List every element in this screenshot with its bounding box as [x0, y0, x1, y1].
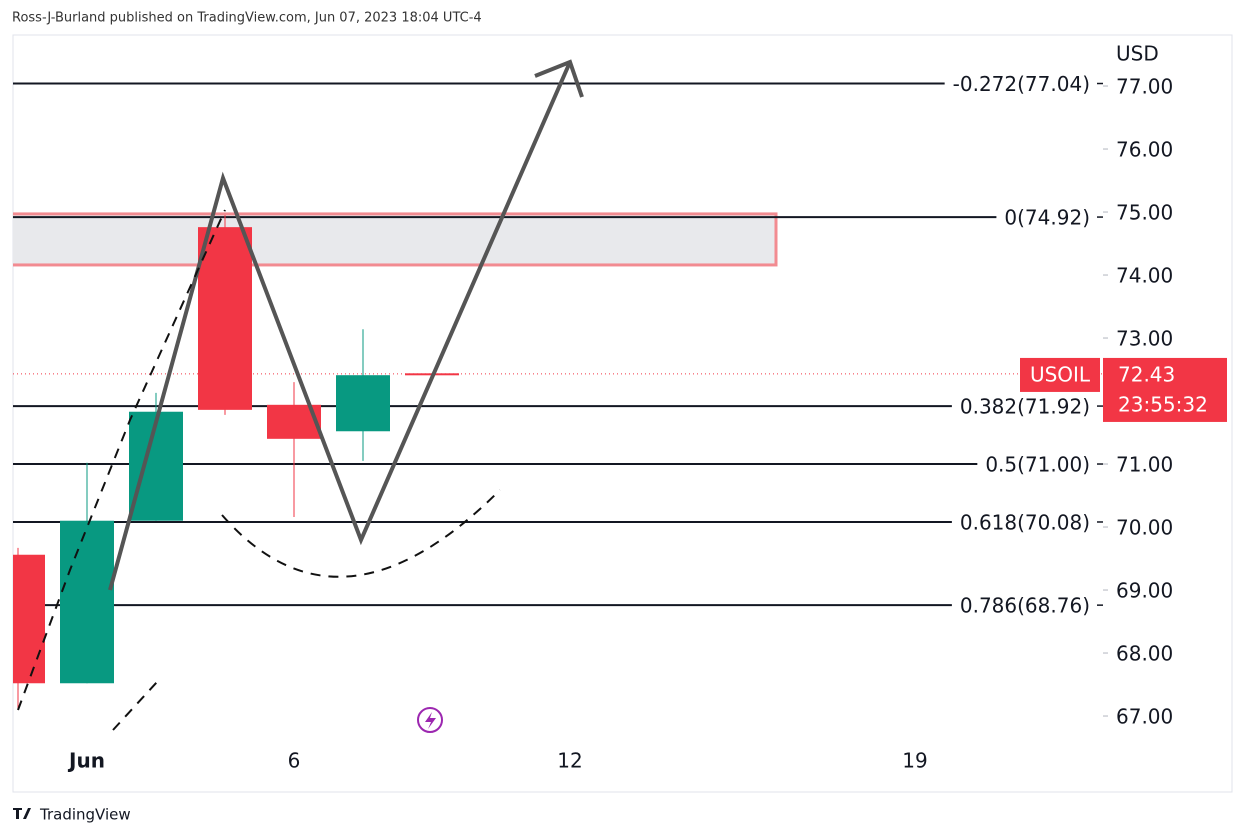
candle-body [336, 375, 390, 432]
x-tick-label: Jun [67, 749, 105, 773]
event-icon[interactable] [417, 707, 443, 733]
y-tick-label: 75.00 [1116, 201, 1173, 225]
candle-body [60, 520, 114, 684]
overlay [17, 59, 584, 733]
last-price-label: 72.43 [1118, 362, 1175, 386]
x-tick-label: 12 [557, 749, 582, 773]
symbol-label: USOIL [1030, 362, 1091, 386]
symbol-badge [1020, 357, 1100, 392]
y-tick-label: 73.00 [1116, 327, 1173, 351]
candle-body [198, 227, 252, 410]
y-tick-label: 77.00 [1116, 75, 1173, 99]
dashed-trend [112, 681, 158, 731]
candle-body [129, 411, 183, 521]
fib-label: 0.382(71.92) [960, 395, 1090, 419]
x-tick-label: 6 [288, 749, 301, 773]
y-tick-label: 74.00 [1116, 264, 1173, 288]
fib-label: -0.272(77.04) [953, 72, 1090, 96]
arrow-head [534, 59, 584, 98]
price-badge [1103, 357, 1227, 422]
y-tick-label: 68.00 [1116, 642, 1173, 666]
fib-label: 0.786(68.76) [960, 594, 1090, 618]
y-tick-label: 69.00 [1116, 579, 1173, 603]
candle-body [13, 554, 45, 684]
plot-area [13, 82, 1103, 710]
footer-brand: TradingView [39, 806, 131, 824]
resistance-zone [13, 212, 778, 267]
y-tick-label: 71.00 [1116, 453, 1173, 477]
fib-label: 0(74.92) [1004, 206, 1090, 230]
dashed-trend [17, 209, 226, 711]
y-tick-label: 67.00 [1116, 705, 1173, 729]
y-tick-label: 70.00 [1116, 516, 1173, 540]
x-tick-label: 19 [902, 749, 927, 773]
publisher-header: Ross-J-Burland published on TradingView.… [12, 11, 482, 26]
fib-label: 0.618(70.08) [960, 510, 1090, 534]
currency-label: USD [1116, 42, 1159, 66]
event-icon-bolt [425, 712, 436, 729]
dashed-curve [221, 489, 501, 578]
y-tick-label: 76.00 [1116, 138, 1173, 162]
projection-path [108, 61, 572, 591]
chart-frame [12, 34, 1233, 793]
logo-mark [13, 808, 31, 819]
fib-label: 0.5(71.00) [985, 453, 1090, 477]
countdown-label: 23:55:32 [1118, 392, 1208, 416]
footer-logo: TradingView [13, 806, 131, 824]
